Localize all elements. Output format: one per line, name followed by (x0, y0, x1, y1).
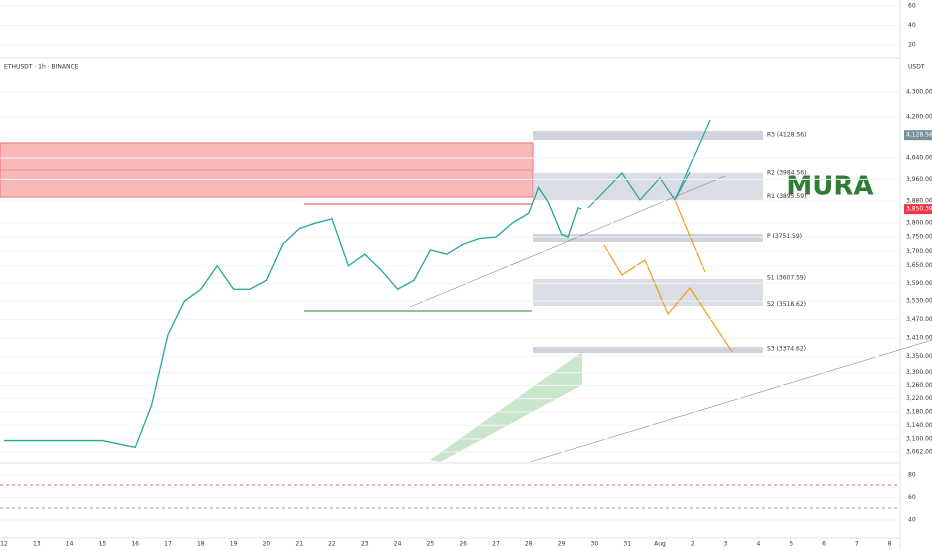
y-tick-label: 3,530.00 (906, 298, 932, 305)
x-tick-label: 14 (66, 541, 74, 548)
s3-zone (533, 347, 763, 353)
x-tick-label: 24 (394, 541, 402, 548)
x-tick-label: 22 (328, 541, 336, 548)
bull-arrow (674, 119, 711, 201)
y-tick-label: 3,470.00 (906, 316, 932, 323)
level-label: S2 (3518.62) (767, 301, 806, 308)
price-tag (904, 204, 932, 215)
x-tick-label: 17 (164, 541, 172, 548)
y-tick-label: 3,300.00 (906, 369, 932, 376)
y-tick-label: 3,260.00 (906, 382, 932, 389)
level-label: P (3751.59) (767, 233, 802, 240)
x-tick-label: 5 (789, 541, 793, 548)
x-tick-label: 2 (691, 541, 695, 548)
y-tick-label: 3,350.00 (906, 353, 932, 360)
y-tick-label: 3,800.00 (906, 220, 932, 227)
x-tick-label: 31 (623, 541, 631, 548)
y-tick-label: 3,590.00 (906, 280, 932, 287)
level-label: R2 (3984.56) (767, 169, 806, 176)
x-tick-label: 4 (756, 541, 760, 548)
x-tick-label: Aug (654, 541, 666, 548)
x-tick-label: 28 (525, 541, 533, 548)
r2-r1-zone (533, 173, 763, 200)
y-tick-label: 4,040.00 (906, 155, 932, 162)
x-tick-label: 21 (295, 541, 303, 548)
y-tick-label: 3,960.00 (906, 176, 932, 183)
x-tick-label: 26 (459, 541, 467, 548)
y-tick-label: 20 (908, 42, 916, 49)
y-tick-label: 3,100.00 (906, 435, 932, 442)
y-tick-label: 4,300.00 (906, 89, 932, 96)
level-label: S3 (3374.62) (767, 345, 806, 352)
y-tick-label: 3,700.00 (906, 248, 932, 255)
r3-zone (533, 131, 763, 140)
x-tick-label: 19 (230, 541, 238, 548)
currency-label: USDT (908, 64, 925, 71)
x-tick-label: 25 (427, 541, 435, 548)
bear-path (603, 244, 733, 353)
level-label: R1 (3895.59) (767, 193, 806, 200)
x-tick-label: 30 (591, 541, 599, 548)
x-tick-label: 13 (33, 541, 41, 548)
y-tick-label: 60 (908, 494, 916, 501)
x-tick-label: 18 (197, 541, 205, 548)
x-tick-label: 27 (492, 541, 500, 548)
x-tick-label: 6 (822, 541, 826, 548)
bear-arrow (674, 199, 706, 273)
y-tick-label: 3,180.00 (906, 408, 932, 415)
y-tick-label: 3,220.00 (906, 395, 932, 402)
x-tick-label: 7 (855, 541, 859, 548)
projection-area (430, 352, 582, 462)
x-tick-label: 16 (131, 541, 139, 548)
x-tick-label: 3 (724, 541, 728, 548)
y-tick-label: 3,650.00 (906, 262, 932, 269)
trend-line (529, 339, 932, 463)
x-tick-label: 20 (263, 541, 271, 548)
x-tick-label: 8 (888, 541, 892, 548)
y-tick-label: 3,880.00 (906, 197, 932, 204)
price-tag-label: 4,128.56 (906, 132, 932, 139)
x-tick-label: 29 (558, 541, 566, 548)
price-tag-label: 3,850.39 (906, 206, 932, 213)
level-label: S1 (3607.59) (767, 275, 806, 282)
y-tick-label: 3,062.00 (906, 448, 932, 455)
x-tick-label: 12 (0, 541, 8, 548)
y-tick-label: 3,750.00 (906, 234, 932, 241)
level-label: R3 (4128.56) (767, 132, 806, 139)
y-tick-label: 40 (908, 22, 916, 29)
y-tick-label: 60 (908, 2, 916, 9)
price-tag (904, 130, 932, 141)
y-tick-label: 3,410.00 (906, 334, 932, 341)
y-tick-label: 4,200.00 (906, 113, 932, 120)
y-tick-label: 40 (908, 517, 916, 524)
price-line (4, 185, 582, 449)
logo: MURA (786, 172, 873, 202)
y-tick-label: 80 (908, 472, 916, 479)
x-tick-label: 15 (99, 541, 107, 548)
pivot-zone (533, 234, 763, 242)
symbol-label: ETHUSDT · 1h · BINANCE (4, 64, 79, 71)
trend-line (409, 175, 726, 308)
x-tick-label: 23 (361, 541, 369, 548)
y-tick-label: 3,140.00 (906, 422, 932, 429)
